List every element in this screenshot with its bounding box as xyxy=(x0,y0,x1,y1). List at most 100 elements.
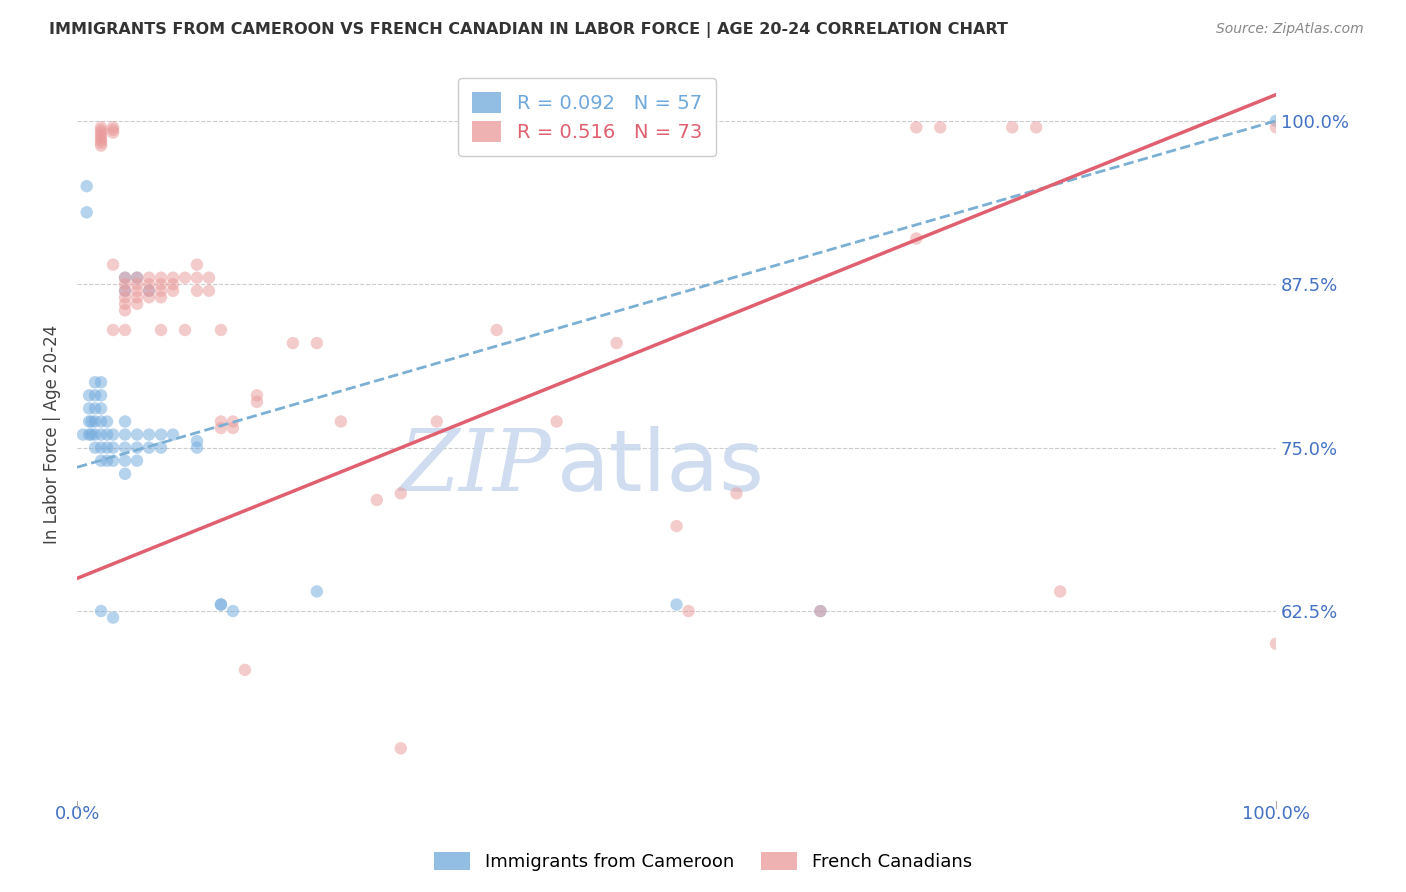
Point xyxy=(929,120,952,135)
Point xyxy=(101,610,124,624)
Point xyxy=(76,205,98,219)
Point xyxy=(209,323,232,337)
Point xyxy=(96,427,118,442)
Point xyxy=(84,441,107,455)
Y-axis label: In Labor Force | Age 20-24: In Labor Force | Age 20-24 xyxy=(44,325,60,544)
Point xyxy=(125,297,148,311)
Point xyxy=(90,604,112,618)
Point xyxy=(90,136,112,150)
Point xyxy=(186,284,208,298)
Point xyxy=(162,284,184,298)
Point xyxy=(186,270,208,285)
Point xyxy=(114,284,136,298)
Point xyxy=(186,258,208,272)
Point xyxy=(114,284,136,298)
Point xyxy=(114,323,136,337)
Point xyxy=(77,415,100,429)
Point xyxy=(186,434,208,449)
Point xyxy=(1025,120,1047,135)
Point xyxy=(114,415,136,429)
Point xyxy=(1265,637,1288,651)
Point xyxy=(246,388,269,402)
Point xyxy=(389,741,412,756)
Point xyxy=(101,258,124,272)
Point xyxy=(77,388,100,402)
Point xyxy=(665,598,688,612)
Point xyxy=(138,277,160,292)
Point xyxy=(84,401,107,416)
Point xyxy=(101,123,124,137)
Point xyxy=(305,336,328,351)
Point xyxy=(198,270,221,285)
Point xyxy=(150,290,173,304)
Point xyxy=(114,297,136,311)
Point xyxy=(725,486,748,500)
Point xyxy=(125,427,148,442)
Point xyxy=(329,415,352,429)
Point xyxy=(125,290,148,304)
Point xyxy=(84,376,107,390)
Point xyxy=(366,492,388,507)
Point xyxy=(162,270,184,285)
Point xyxy=(125,270,148,285)
Point xyxy=(80,415,103,429)
Point xyxy=(138,270,160,285)
Point xyxy=(138,441,160,455)
Point xyxy=(198,284,221,298)
Point xyxy=(90,441,112,455)
Point xyxy=(90,415,112,429)
Point xyxy=(96,453,118,467)
Point xyxy=(150,270,173,285)
Point xyxy=(125,270,148,285)
Point xyxy=(125,284,148,298)
Point xyxy=(808,604,831,618)
Legend: R = 0.092   N = 57, R = 0.516   N = 73: R = 0.092 N = 57, R = 0.516 N = 73 xyxy=(458,78,716,155)
Point xyxy=(101,120,124,135)
Point xyxy=(114,453,136,467)
Point xyxy=(222,415,245,429)
Legend: Immigrants from Cameroon, French Canadians: Immigrants from Cameroon, French Canadia… xyxy=(427,845,979,879)
Point xyxy=(77,427,100,442)
Point xyxy=(222,604,245,618)
Point xyxy=(114,467,136,481)
Text: ZIP: ZIP xyxy=(399,426,551,508)
Point xyxy=(114,277,136,292)
Point xyxy=(209,598,232,612)
Point xyxy=(246,395,269,409)
Point xyxy=(80,427,103,442)
Point xyxy=(209,415,232,429)
Point xyxy=(114,427,136,442)
Point xyxy=(114,270,136,285)
Text: atlas: atlas xyxy=(557,426,765,509)
Point xyxy=(84,388,107,402)
Point xyxy=(90,133,112,147)
Point xyxy=(114,270,136,285)
Point xyxy=(125,441,148,455)
Point xyxy=(90,128,112,143)
Point xyxy=(72,427,94,442)
Text: IMMIGRANTS FROM CAMEROON VS FRENCH CANADIAN IN LABOR FORCE | AGE 20-24 CORRELATI: IMMIGRANTS FROM CAMEROON VS FRENCH CANAD… xyxy=(49,22,1008,38)
Point xyxy=(138,284,160,298)
Point xyxy=(186,441,208,455)
Point xyxy=(114,290,136,304)
Point xyxy=(96,415,118,429)
Point xyxy=(90,123,112,137)
Point xyxy=(90,453,112,467)
Point xyxy=(138,284,160,298)
Point xyxy=(101,323,124,337)
Point xyxy=(150,441,173,455)
Point xyxy=(125,453,148,467)
Point xyxy=(174,323,197,337)
Point xyxy=(905,231,928,245)
Point xyxy=(209,598,232,612)
Point xyxy=(905,120,928,135)
Point xyxy=(162,427,184,442)
Point xyxy=(90,401,112,416)
Point xyxy=(209,421,232,435)
Point xyxy=(426,415,449,429)
Point xyxy=(233,663,256,677)
Point xyxy=(606,336,628,351)
Point xyxy=(305,584,328,599)
Point xyxy=(101,441,124,455)
Point xyxy=(485,323,508,337)
